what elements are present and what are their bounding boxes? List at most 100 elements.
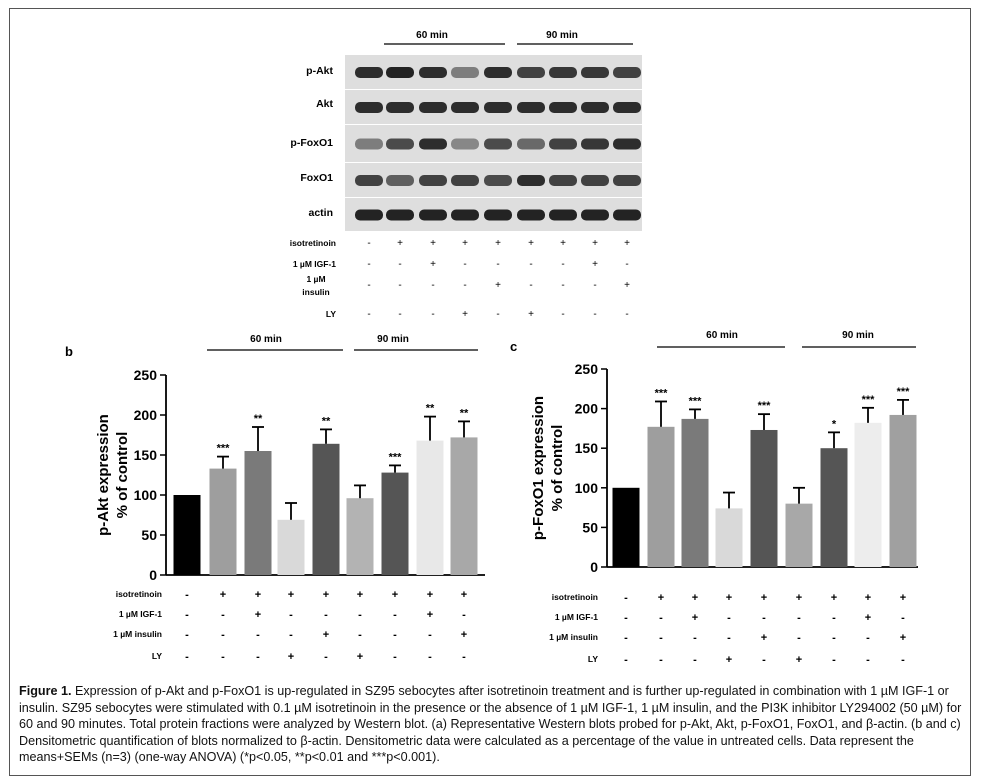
blot-band xyxy=(451,175,479,186)
y-axis-label: % of control xyxy=(114,432,131,519)
condition-mark: - xyxy=(428,651,432,663)
blot-condition-mark: - xyxy=(561,259,564,270)
blot-condition-mark: - xyxy=(529,259,532,270)
bar xyxy=(450,437,478,575)
blot-band xyxy=(355,209,383,221)
condition-mark: - xyxy=(256,651,260,663)
significance-label: *** xyxy=(217,443,231,455)
condition-mark: - xyxy=(901,654,905,666)
condition-label: 1 µM IGF-1 xyxy=(119,609,162,619)
blot-condition-mark: - xyxy=(496,259,499,270)
condition-mark: + xyxy=(726,654,732,666)
condition-mark: - xyxy=(462,609,466,621)
condition-mark: - xyxy=(797,612,801,624)
panel-label: c xyxy=(510,339,517,354)
condition-mark: - xyxy=(624,612,628,624)
condition-mark: - xyxy=(762,612,766,624)
blot-band xyxy=(581,138,609,150)
blot-condition-mark: + xyxy=(528,309,534,320)
blot-condition-label: LY xyxy=(326,309,336,319)
condition-mark: + xyxy=(900,632,906,644)
blot-condition-mark: - xyxy=(367,259,370,270)
condition-mark: + xyxy=(692,592,698,604)
blot-condition-mark: - xyxy=(625,259,628,270)
bar xyxy=(209,468,237,575)
blot-band xyxy=(355,67,383,78)
group-90-label: 90 min xyxy=(842,330,874,341)
condition-mark: - xyxy=(289,609,293,621)
y-tick-label: 50 xyxy=(582,519,598,535)
condition-mark: - xyxy=(221,629,225,641)
condition-mark: + xyxy=(255,609,261,621)
blot-condition-mark: - xyxy=(398,259,401,270)
condition-mark: + xyxy=(220,589,226,601)
significance-label: *** xyxy=(862,394,876,406)
blot-band xyxy=(386,175,414,186)
condition-mark: - xyxy=(324,609,328,621)
blot-condition-label: insulin xyxy=(302,287,329,297)
panel-label: b xyxy=(65,344,73,359)
condition-mark: - xyxy=(289,629,293,641)
blot-condition-label: 1 µM IGF-1 xyxy=(293,259,336,269)
significance-label: *** xyxy=(655,387,669,399)
condition-mark: - xyxy=(866,654,870,666)
blot-band xyxy=(581,67,609,78)
condition-mark: - xyxy=(659,654,663,666)
condition-mark: - xyxy=(185,651,189,663)
blot-condition-mark: + xyxy=(624,238,630,249)
blot-row-label: FoxO1 xyxy=(300,172,333,184)
blot-condition-mark: + xyxy=(430,259,436,270)
condition-mark: - xyxy=(393,651,397,663)
condition-mark: + xyxy=(831,592,837,604)
condition-mark: - xyxy=(428,629,432,641)
y-tick-label: 250 xyxy=(134,367,158,383)
blot-band xyxy=(484,67,512,78)
blot-band xyxy=(355,175,383,186)
blot-band xyxy=(355,138,383,150)
blot-band xyxy=(581,102,609,113)
blot-condition-mark: - xyxy=(593,309,596,320)
blot-condition-mark: - xyxy=(561,280,564,291)
blot-condition-mark: - xyxy=(367,280,370,291)
blot-condition-mark: + xyxy=(592,259,598,270)
condition-mark: - xyxy=(185,589,189,601)
y-tick-label: 200 xyxy=(134,407,158,423)
significance-label: *** xyxy=(758,400,772,412)
condition-mark: - xyxy=(358,609,362,621)
condition-mark: - xyxy=(727,632,731,644)
significance-label: ** xyxy=(460,407,469,419)
condition-mark: + xyxy=(255,589,261,601)
condition-mark: + xyxy=(761,592,767,604)
blot-band xyxy=(451,209,479,221)
y-axis-label: % of control xyxy=(549,425,566,512)
figure-caption: Figure 1. Expression of p-Akt and p-FoxO… xyxy=(19,683,965,766)
blot-row-label: p-FoxO1 xyxy=(290,137,333,149)
blot-band xyxy=(613,102,641,113)
caption-label: Figure 1. xyxy=(19,684,72,698)
condition-mark: + xyxy=(357,589,363,601)
blot-condition-mark: - xyxy=(625,309,628,320)
blot-band xyxy=(613,138,641,150)
condition-mark: + xyxy=(796,654,802,666)
significance-label: ** xyxy=(426,403,435,415)
y-axis-label: p-Akt expression xyxy=(95,414,112,536)
blot-band xyxy=(451,102,479,113)
blot-band xyxy=(451,67,479,78)
blot-band xyxy=(613,175,641,186)
bar xyxy=(612,487,640,567)
y-tick-label: 250 xyxy=(575,361,599,377)
condition-mark: + xyxy=(323,629,329,641)
blot-condition-mark: - xyxy=(367,238,370,249)
blot-band xyxy=(484,209,512,221)
condition-mark: - xyxy=(393,629,397,641)
blot-row-label: Akt xyxy=(316,98,333,110)
condition-mark: + xyxy=(427,609,433,621)
condition-mark: + xyxy=(865,612,871,624)
blot-condition-label: isotretinoin xyxy=(290,238,336,248)
significance-label: ** xyxy=(322,415,331,427)
bar xyxy=(889,414,917,567)
condition-mark: + xyxy=(726,592,732,604)
blot-row-label: actin xyxy=(308,207,333,219)
blot-condition-mark: + xyxy=(430,238,436,249)
blot-condition-mark: + xyxy=(495,238,501,249)
